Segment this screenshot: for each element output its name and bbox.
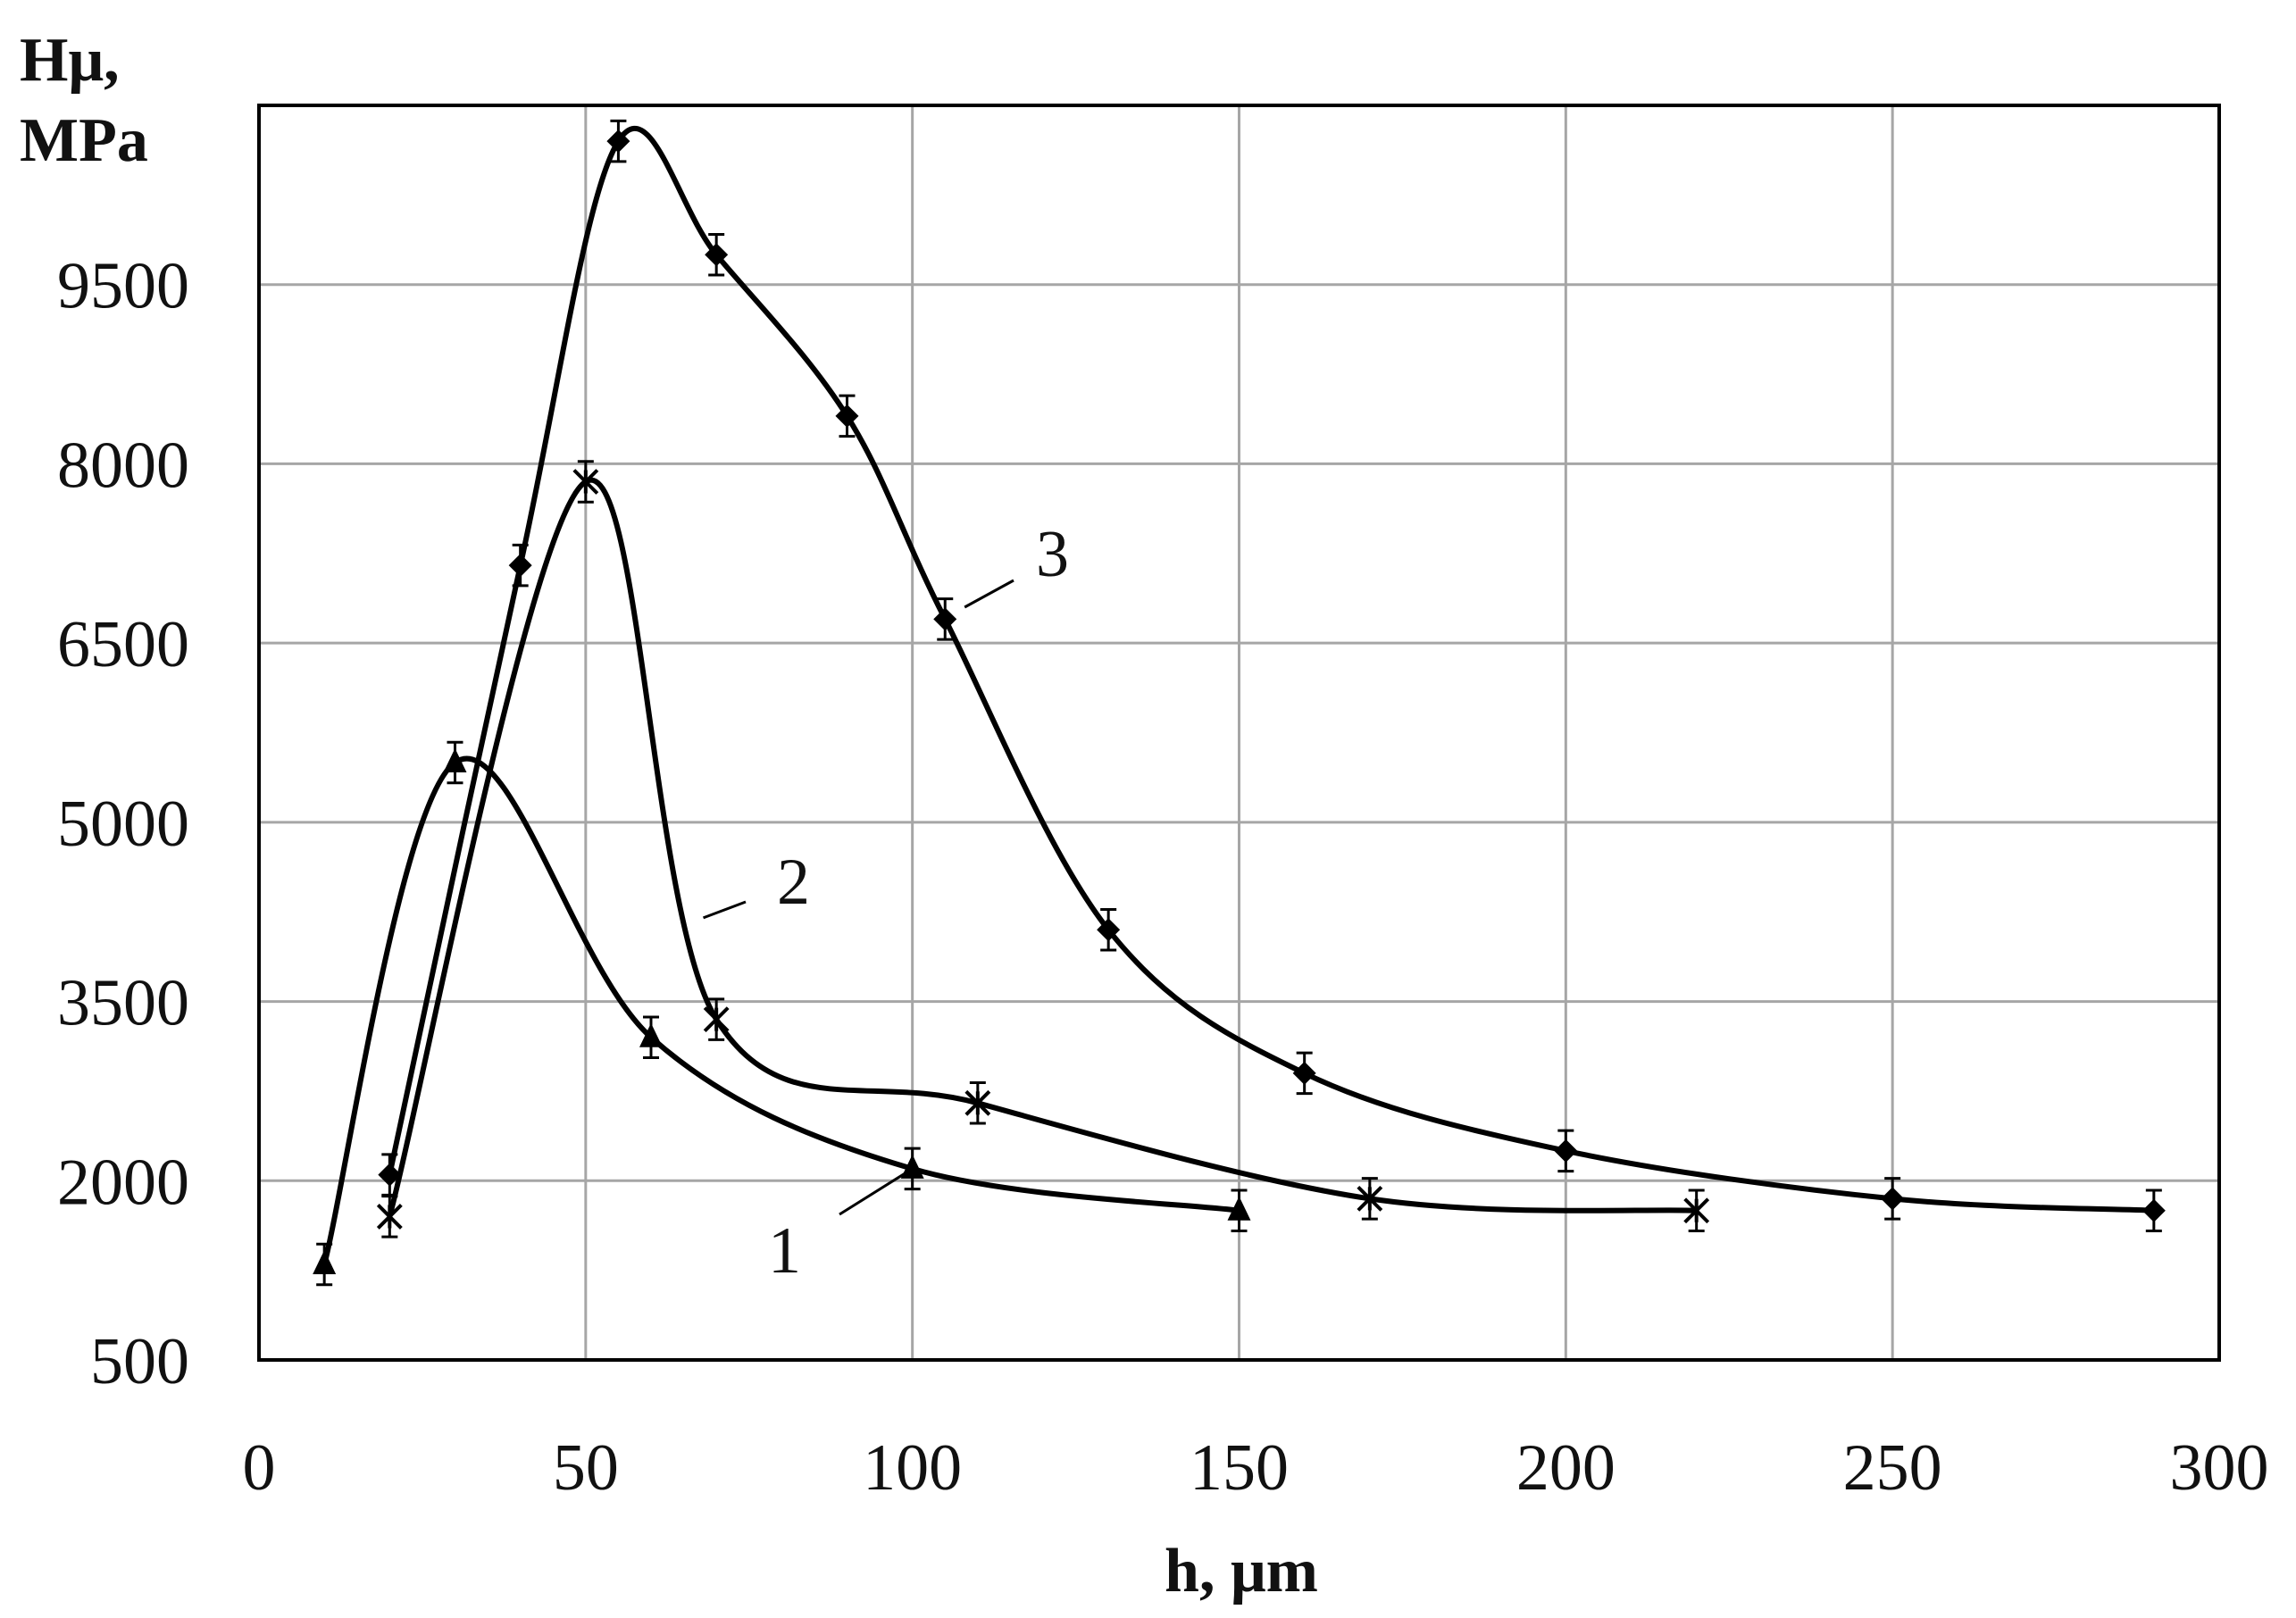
series-label-1: 1: [768, 1214, 801, 1288]
data-point-diamond: [1292, 1061, 1316, 1085]
data-point-triangle: [1227, 1196, 1251, 1221]
data-point-star: [376, 1204, 403, 1230]
tick-labels: 0 50 100 150 200 250 300 500 2000 3500 5000 6500 800…: [57, 250, 2269, 1505]
series-label-3: 3: [1036, 518, 1069, 591]
label-leader-1: [839, 1167, 914, 1216]
y-tick-label: 500: [90, 1325, 189, 1398]
data-point-star: [572, 469, 599, 495]
data-point-diamond: [1554, 1138, 1578, 1163]
x-tick-label: 250: [1843, 1431, 1942, 1505]
label-leader-3: [964, 579, 1014, 609]
data-point-triangle: [443, 747, 467, 772]
grid: [259, 105, 2219, 1360]
data-point-diamond: [705, 243, 729, 267]
data-point-diamond: [1881, 1187, 1905, 1211]
data-point-star: [1357, 1185, 1383, 1212]
label-leader-2: [703, 900, 747, 920]
y-tick-label: 9500: [57, 250, 189, 323]
data-point-triangle: [639, 1022, 663, 1047]
series-line-1: [321, 755, 1240, 1265]
y-tick-label: 3500: [57, 967, 189, 1040]
y-axis-title-line-2: MPa: [20, 106, 148, 175]
data-point-diamond: [378, 1163, 402, 1187]
data-point-diamond: [508, 554, 532, 578]
y-axis-title-line-1: Hμ,: [20, 26, 120, 95]
x-tick-label: 300: [2170, 1431, 2269, 1505]
x-axis-title: h, μm: [1165, 1537, 1318, 1605]
data-point-diamond: [606, 129, 630, 154]
y-tick-label: 5000: [57, 788, 189, 861]
data-point-star: [703, 1006, 730, 1033]
data-point-diamond: [1097, 918, 1121, 942]
x-tick-label: 50: [553, 1431, 619, 1505]
data-point-diamond: [2142, 1198, 2166, 1222]
data-point-triangle: [313, 1249, 337, 1274]
y-tick-label: 6500: [57, 608, 189, 681]
markers: [313, 119, 2166, 1287]
data-point-star: [964, 1089, 991, 1116]
data-point-star: [1683, 1197, 1710, 1224]
x-tick-label: 150: [1190, 1431, 1289, 1505]
plot-frame: [257, 104, 2221, 1362]
x-tick-label: 100: [863, 1431, 962, 1505]
x-tick-label: 200: [1516, 1431, 1616, 1505]
curve-labels: 1 2 3: [703, 518, 1069, 1288]
data-point-diamond: [933, 607, 957, 631]
series-line-3: [387, 125, 2154, 1214]
data-point-diamond: [835, 404, 859, 428]
x-tick-label: 0: [243, 1431, 276, 1505]
y-tick-label: 8000: [57, 429, 189, 502]
series-label-2: 2: [777, 846, 810, 919]
y-tick-label: 2000: [57, 1146, 189, 1219]
